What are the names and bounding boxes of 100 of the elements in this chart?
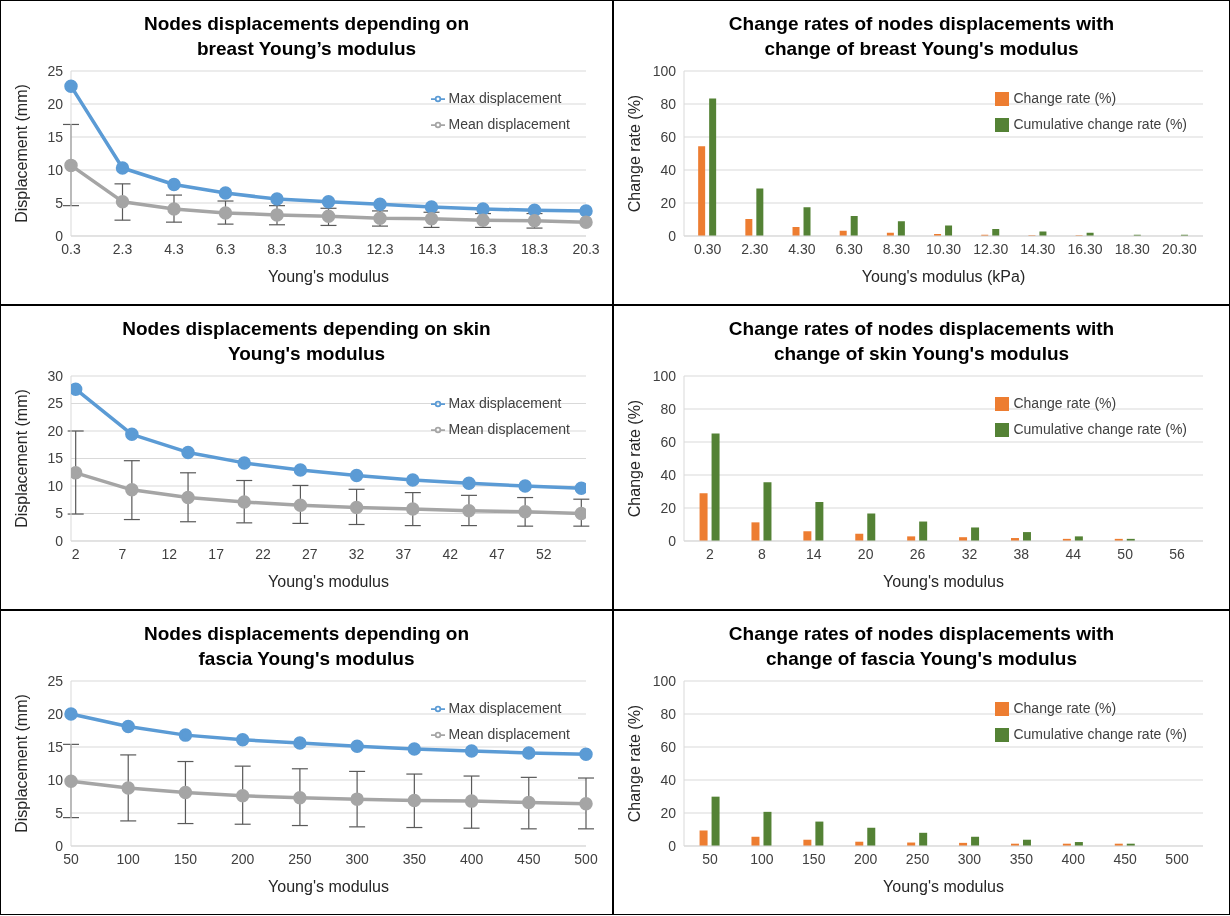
legend-label: Mean displacement <box>448 421 570 437</box>
x-tick-label: 400 <box>459 850 484 867</box>
x-tick-label: 8.3 <box>267 240 287 257</box>
y-tick-label: 10 <box>47 161 64 178</box>
x-tick-label: 200 <box>853 850 878 867</box>
x-tick-label: 32 <box>961 545 978 562</box>
y-tick-label: 60 <box>660 433 677 450</box>
y-axis-title: Change rate (%) <box>625 399 643 518</box>
x-axis-title: Young's modulus <box>268 268 389 285</box>
y-tick-label: 20 <box>47 705 64 722</box>
y-tick-label: 20 <box>47 422 64 439</box>
x-tick-label: 4.3 <box>164 240 184 257</box>
legend-label: Cumulative change rate (%) <box>1013 726 1187 742</box>
y-tick-label: 20 <box>660 804 677 821</box>
x-tick-label: 2.30 <box>741 240 769 257</box>
x-tick-label: 8.30 <box>882 240 911 257</box>
x-tick-label: 32 <box>348 545 365 562</box>
y-tick-label: 15 <box>47 128 64 145</box>
x-tick-label: 6.30 <box>835 240 863 257</box>
y-tick-label: 20 <box>660 499 677 516</box>
legend-label: Mean displacement <box>448 726 570 742</box>
legend-label: Mean displacement <box>448 116 570 132</box>
x-tick-label: 50 <box>1117 545 1134 562</box>
x-tick-label: 0.30 <box>693 240 722 257</box>
chart-title: Nodes displacements depending on fascia Young's modulus <box>143 623 470 669</box>
x-tick-label: 350 <box>402 850 427 867</box>
y-tick-label: 40 <box>660 161 677 178</box>
x-tick-label: 10.30 <box>925 240 962 257</box>
x-tick-label: 100 <box>750 850 774 867</box>
x-tick-label: 350 <box>1009 850 1034 867</box>
x-tick-label: 26 <box>909 545 926 562</box>
x-tick-label: 250 <box>288 850 312 867</box>
x-tick-label: 4.30 <box>788 240 816 257</box>
x-tick-label: 200 <box>230 850 255 867</box>
y-tick-label: 10 <box>47 477 64 494</box>
y-tick-label: 80 <box>660 705 677 722</box>
legend-label: Max displacement <box>448 395 562 411</box>
x-tick-label: 500 <box>1165 850 1189 867</box>
x-tick-label: 300 <box>345 850 369 867</box>
x-axis-title: Young's modulus <box>883 878 1004 895</box>
chart-title: Nodes displacements depending on skin Young's modulus <box>122 318 491 364</box>
chart-title: Change rates of nodes displacements with change of breast Young's modulus <box>728 13 1115 59</box>
legend-label: Cumulative change rate (%) <box>1013 116 1187 132</box>
x-tick-label: 17 <box>208 545 225 562</box>
chart-title: Change rates of nodes displacements with change of fascia Young's modulus <box>728 623 1115 669</box>
x-tick-label: 16.30 <box>1067 240 1103 257</box>
y-tick-label: 0 <box>668 227 677 244</box>
legend-label: Max displacement <box>448 90 562 106</box>
chart-title: Change rates of nodes displacements with change of skin Young's modulus <box>728 318 1115 364</box>
y-tick-label: 40 <box>660 771 677 788</box>
x-tick-label: 14.30 <box>1020 240 1056 257</box>
x-tick-label: 50 <box>702 850 718 867</box>
y-tick-label: 0 <box>55 837 64 854</box>
x-axis-title: Young's modulus <box>268 573 389 590</box>
x-tick-label: 52 <box>536 545 552 562</box>
x-tick-label: 6.3 <box>215 240 236 257</box>
y-tick-label: 20 <box>660 194 677 211</box>
y-tick-label: 0 <box>55 227 64 244</box>
x-tick-label: 14 <box>805 545 822 562</box>
y-tick-label: 60 <box>660 128 677 145</box>
x-tick-label: 2 <box>71 545 80 562</box>
x-tick-label: 450 <box>1113 850 1138 867</box>
x-axis-title: Young's modulus <box>268 878 389 895</box>
x-tick-label: 0.3 <box>61 240 81 257</box>
y-tick-label: 60 <box>660 738 677 755</box>
x-tick-label: 20.3 <box>572 240 600 257</box>
x-tick-label: 250 <box>905 850 930 867</box>
y-tick-label: 15 <box>47 738 64 755</box>
x-tick-label: 400 <box>1061 850 1086 867</box>
legend-label: Change rate (%) <box>1013 700 1117 716</box>
x-tick-label: 27 <box>301 545 318 562</box>
x-tick-label: 8 <box>757 545 766 562</box>
y-tick-label: 25 <box>47 672 64 689</box>
y-tick-label: 25 <box>47 62 64 79</box>
x-tick-label: 500 <box>574 850 598 867</box>
x-tick-label: 12.30 <box>973 240 1009 257</box>
x-tick-label: 44 <box>1065 545 1082 562</box>
y-tick-label: 25 <box>47 395 64 412</box>
y-tick-label: 100 <box>652 672 677 689</box>
y-axis-title: Displacement (mm) <box>12 694 30 833</box>
x-tick-label: 12 <box>161 545 178 562</box>
x-tick-label: 22 <box>255 545 271 562</box>
y-axis-title: Displacement (mm) <box>12 84 30 223</box>
x-tick-label: 20.30 <box>1161 240 1198 257</box>
x-tick-label: 50 <box>63 850 79 867</box>
y-tick-label: 100 <box>652 367 677 384</box>
y-tick-label: 0 <box>668 837 677 854</box>
x-tick-label: 100 <box>116 850 141 867</box>
x-tick-label: 150 <box>173 850 198 867</box>
x-tick-label: 18.30 <box>1114 240 1150 257</box>
y-tick-label: 5 <box>55 505 64 522</box>
x-tick-label: 2.3 <box>112 240 133 257</box>
x-tick-label: 10.3 <box>314 240 343 257</box>
y-tick-label: 100 <box>652 62 677 79</box>
x-tick-label: 12.3 <box>366 240 394 257</box>
legend-label: Max displacement <box>448 700 562 716</box>
y-tick-label: 30 <box>47 367 64 384</box>
x-tick-label: 450 <box>517 850 541 867</box>
x-tick-label: 38 <box>1013 545 1030 562</box>
x-axis-title: Young's modulus (kPa) <box>861 268 1026 285</box>
